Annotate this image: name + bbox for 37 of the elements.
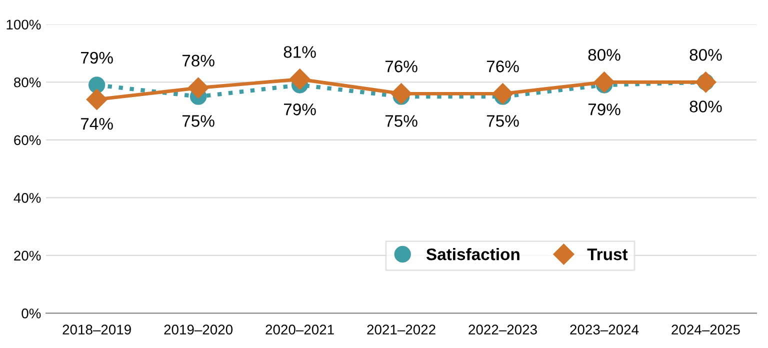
x-tick-label: 2024–2025 [672, 324, 740, 335]
y-tick-label: 60% [14, 135, 41, 146]
point [594, 72, 615, 93]
y-tick-label: 0% [22, 308, 41, 318]
point [492, 83, 514, 104]
point [695, 72, 716, 93]
legend-label: Trust [587, 248, 628, 260]
data-label: 79% [588, 104, 620, 116]
x-tick-label: 2020–2021 [266, 324, 334, 335]
data-label: 76% [486, 60, 519, 72]
y-tick-label: 100% [6, 20, 41, 30]
x-tick-label: 2019–2020 [164, 324, 233, 335]
x-tick-label: 2021–2022 [367, 324, 436, 335]
y-tick-label: 40% [14, 193, 41, 203]
data-label: 79% [284, 104, 316, 116]
data-label: 80% [690, 100, 722, 112]
data-label: 75% [182, 115, 214, 127]
data-label: 76% [385, 60, 418, 72]
point [86, 88, 108, 110]
point [289, 68, 310, 90]
data-label: 80% [588, 48, 620, 61]
point [188, 77, 209, 98]
legend-label: Satisfaction [426, 248, 520, 260]
data-label: 75% [486, 115, 519, 127]
point [88, 76, 106, 94]
x-tick-label: 2023–2024 [570, 324, 639, 335]
data-label: 74% [81, 118, 113, 130]
data-label: 79% [81, 52, 113, 64]
data-label: 78% [182, 54, 214, 67]
data-label: 80% [690, 48, 722, 61]
x-tick-label: 2018–2019 [62, 324, 131, 335]
point [390, 83, 412, 104]
x-tick-label: 2022–2023 [468, 324, 537, 335]
y-tick-label: 80% [14, 77, 41, 88]
data-label: 75% [385, 115, 418, 127]
y-tick-label: 20% [14, 250, 41, 261]
data-label: 81% [284, 46, 316, 58]
